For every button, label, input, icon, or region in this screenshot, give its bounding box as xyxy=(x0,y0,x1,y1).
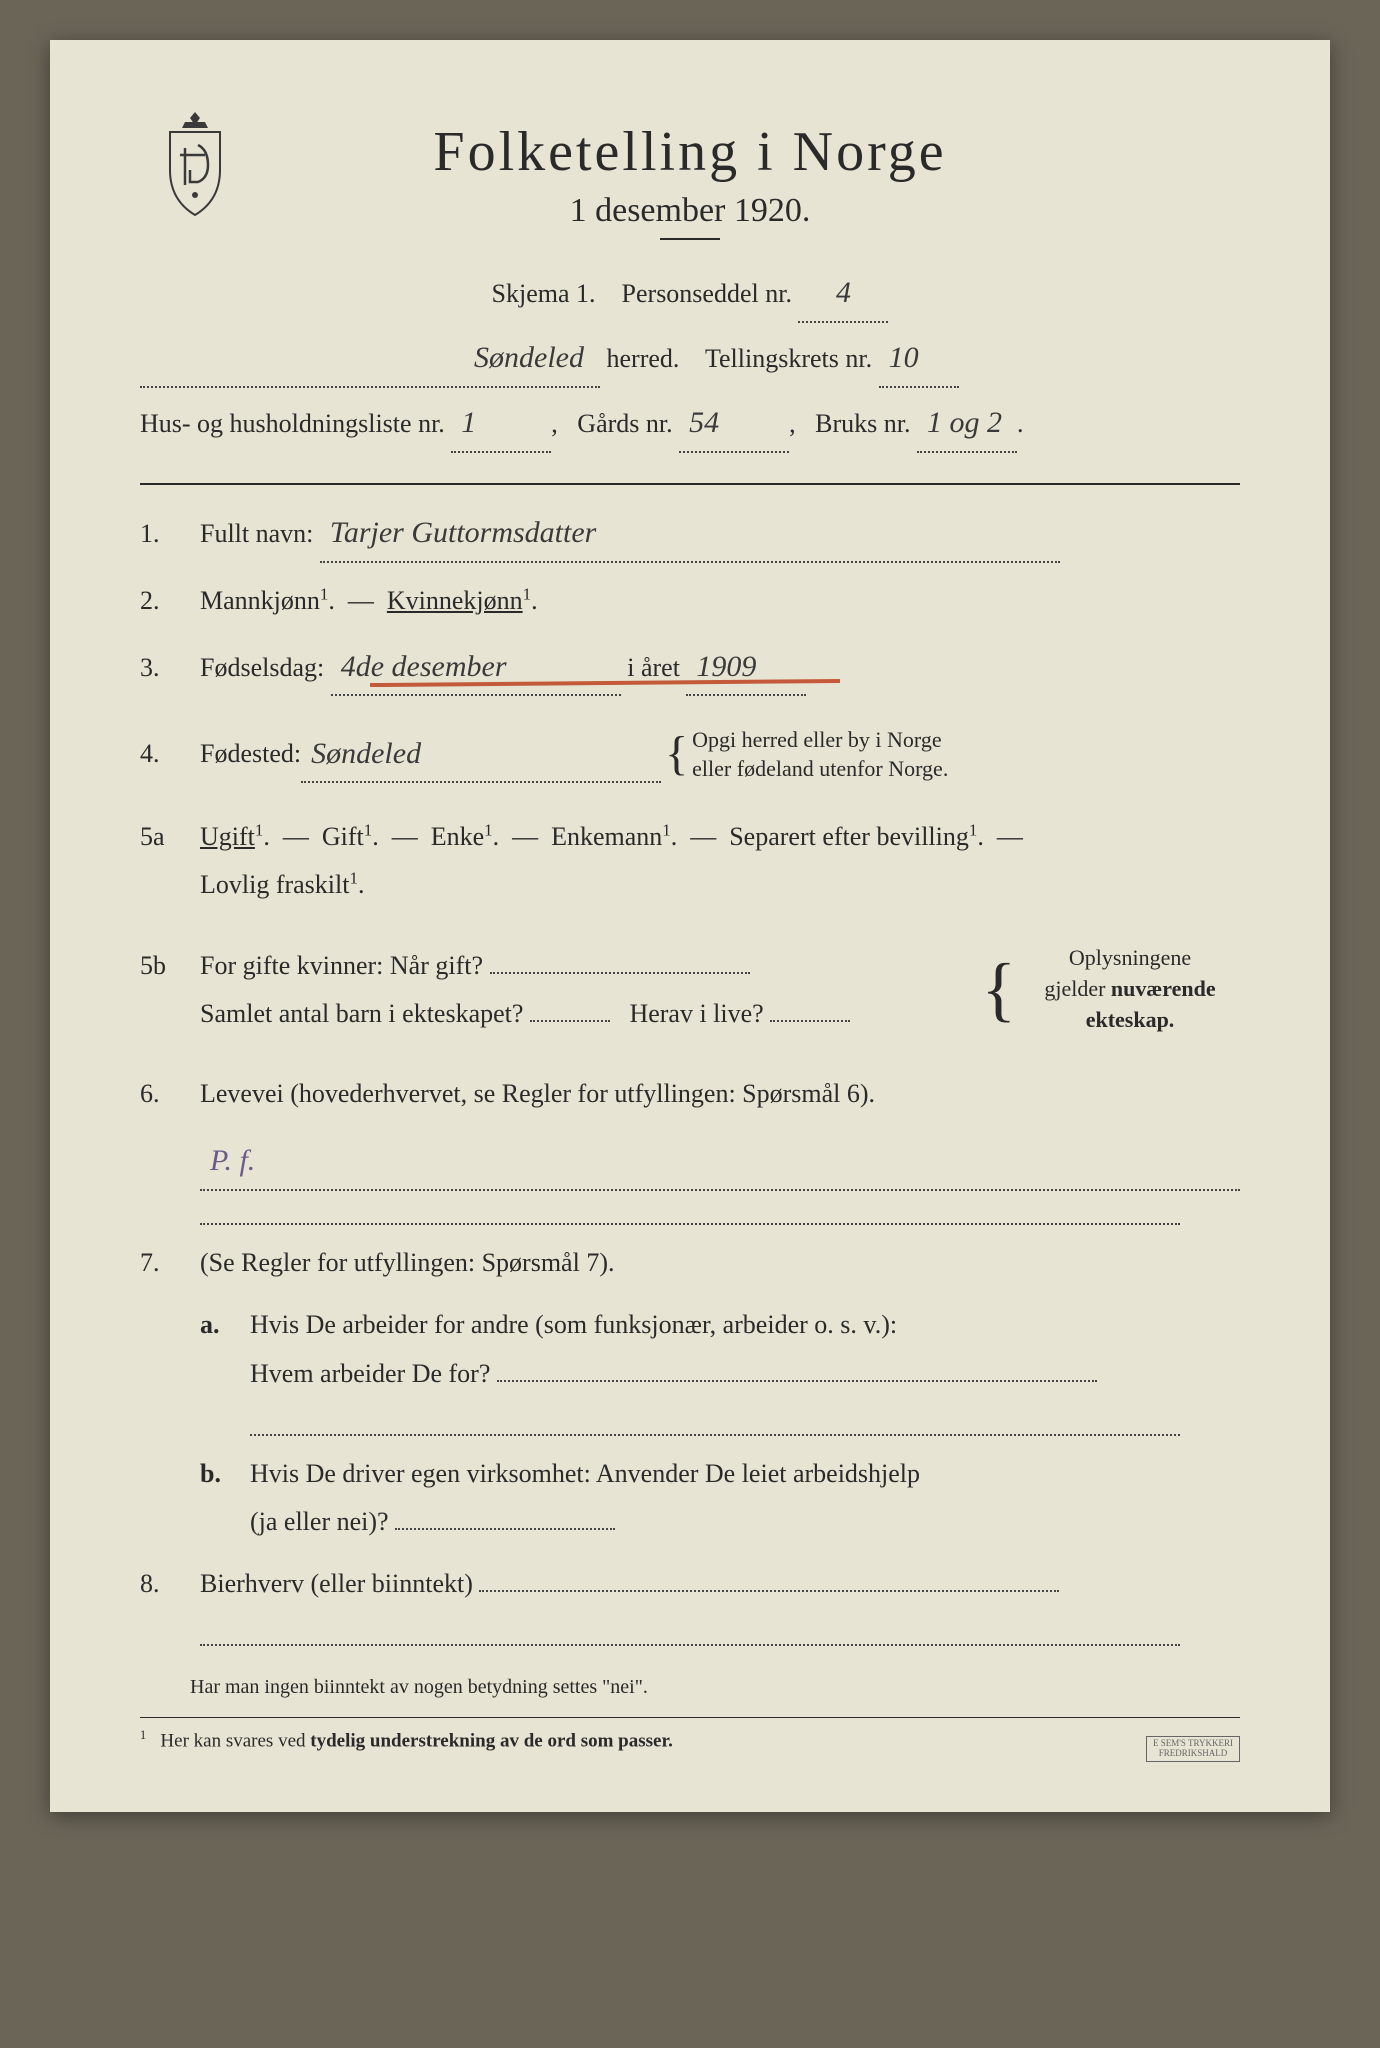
footnote-2-bold: tydelig understrekning av de ord som pas… xyxy=(310,1730,673,1751)
question-6: 6. Levevei (hovederhvervet, se Regler fo… xyxy=(140,1070,1240,1118)
q5b-note1: Oplysningene xyxy=(1069,945,1191,970)
skjema-line: Skjema 1. Personseddel nr. 4 xyxy=(140,264,1240,323)
q6-num: 6. xyxy=(140,1070,200,1118)
q1-value: Tarjer Guttormsdatter xyxy=(324,516,602,549)
q5b-note2b: nuværende xyxy=(1111,976,1216,1001)
tellingskrets-value: 10 xyxy=(883,341,925,374)
header-divider xyxy=(140,483,1240,485)
form-title: Folketelling i Norge xyxy=(140,120,1240,184)
question-1: 1. Fullt navn: Tarjer Guttormsdatter xyxy=(140,505,1240,563)
q7-num: 7. xyxy=(140,1239,200,1287)
q6-blank-line xyxy=(200,1201,1180,1225)
husliste-value: 1 xyxy=(455,406,482,439)
q5a-gift: Gift xyxy=(322,822,364,851)
q7b-letter: b. xyxy=(200,1450,250,1546)
footnote-divider xyxy=(140,1717,1240,1718)
q8-blank-line xyxy=(200,1622,1180,1646)
gards-label: Gårds nr. xyxy=(577,409,672,438)
q5b-note: Oplysningene gjelder nuværende ekteskap. xyxy=(1020,943,1240,1035)
q3-label: Fødselsdag: xyxy=(200,653,324,682)
q7a-blank-line xyxy=(250,1412,1180,1436)
printer-stamp: E SEM'S TRYKKERI FREDRIKSHALD xyxy=(1146,1736,1240,1762)
q2-kvinne: Kvinnekjønn xyxy=(387,586,523,615)
brace-icon: { xyxy=(665,710,688,799)
question-5a: 5a Ugift1. — Gift1. — Enke1. — Enkemann1… xyxy=(140,813,1240,909)
q5b-num: 5b xyxy=(140,942,200,990)
q5a-separert: Separert efter bevilling xyxy=(729,822,969,851)
footnote-1: Har man ingen biinntekt av nogen betydni… xyxy=(190,1676,1240,1699)
q7a-letter: a. xyxy=(200,1301,250,1397)
q5b-note2: gjelder xyxy=(1044,976,1105,1001)
question-7a: a. Hvis De arbeider for andre (som funks… xyxy=(200,1301,1240,1397)
stamp-line1: E SEM'S TRYKKERI xyxy=(1153,1738,1233,1748)
q2-mann: Mannkjønn xyxy=(200,586,320,615)
personseddel-value: 4 xyxy=(830,276,857,309)
tellingskrets-label: Tellingskrets nr. xyxy=(705,344,872,373)
q6-answer-line: P. f. xyxy=(200,1132,1240,1191)
q4-num: 4. xyxy=(140,730,200,778)
husliste-label: Hus- og husholdningsliste nr. xyxy=(140,409,445,438)
q5b-line2b: Herav i live? xyxy=(629,999,763,1028)
q8-label: Bierhverv (eller biinntekt) xyxy=(200,1569,473,1598)
question-2: 2. Mannkjønn1. — Kvinnekjønn1. xyxy=(140,577,1240,625)
question-3: 3. Fødselsdag: 4de desember i året 1909 xyxy=(140,639,1240,697)
herred-line: Søndeled herred. Tellingskrets nr. 10 xyxy=(140,329,1240,388)
q3-day: 4de desember xyxy=(335,650,513,683)
question-7b: b. Hvis De driver egen virksomhet: Anven… xyxy=(200,1450,1240,1546)
q6-label: Levevei (hovederhvervet, se Regler for u… xyxy=(200,1079,875,1108)
question-7: 7. (Se Regler for utfyllingen: Spørsmål … xyxy=(140,1239,1240,1287)
stamp-line2: FREDRIKSHALD xyxy=(1159,1748,1228,1758)
q5a-fraskilt: Lovlig fraskilt xyxy=(200,870,349,899)
q7b-label2: (ja eller nei)? xyxy=(250,1507,389,1536)
title-divider xyxy=(660,238,720,240)
q3-num: 3. xyxy=(140,644,200,692)
q4-note-line2: eller fødeland utenfor Norge. xyxy=(692,756,948,781)
footnote-2-num: 1 xyxy=(140,1728,146,1742)
personseddel-label: Personseddel nr. xyxy=(622,279,792,308)
bruks-value: 1 og 2 xyxy=(921,406,1008,439)
q5a-enkemann: Enkemann xyxy=(551,822,662,851)
q5a-enke: Enke xyxy=(431,822,484,851)
q7-label: (Se Regler for utfyllingen: Spørsmål 7). xyxy=(200,1248,614,1277)
q4-label: Fødested: xyxy=(200,730,301,778)
question-4: 4. Fødested: Søndeled { Opgi herred elle… xyxy=(140,710,1240,799)
skjema-label: Skjema 1. xyxy=(492,279,596,308)
q2-num: 2. xyxy=(140,577,200,625)
q5a-num: 5a xyxy=(140,813,200,861)
q7b-label: Hvis De driver egen virksomhet: Anvender… xyxy=(250,1459,920,1488)
q4-value: Søndeled xyxy=(305,737,427,770)
q1-label: Fullt navn: xyxy=(200,519,313,548)
brace-icon-2: { xyxy=(981,923,1016,1056)
footnote-2-text: Her kan svares ved xyxy=(160,1730,305,1751)
q5b-line2: Samlet antal barn i ekteskapet? xyxy=(200,999,523,1028)
q6-value: P. f. xyxy=(204,1144,261,1177)
husliste-line: Hus- og husholdningsliste nr. 1, Gårds n… xyxy=(140,394,1240,453)
q8-num: 8. xyxy=(140,1560,200,1608)
q4-note: Opgi herred eller by i Norge eller fødel… xyxy=(692,725,948,784)
form-header: Folketelling i Norge 1 desember 1920. Sk… xyxy=(140,120,1240,453)
footnote-2: 1 Her kan svares ved tydelig understrekn… xyxy=(140,1728,1240,1752)
question-8: 8. Bierhverv (eller biinntekt) xyxy=(140,1560,1240,1608)
q7a-label: Hvis De arbeider for andre (som funksjon… xyxy=(250,1310,897,1339)
census-form-page: Folketelling i Norge 1 desember 1920. Sk… xyxy=(50,40,1330,1812)
q3-year: 1909 xyxy=(690,650,762,683)
coat-of-arms-icon xyxy=(150,110,240,220)
herred-value: Søndeled xyxy=(468,341,590,374)
q5b-note3: ekteskap. xyxy=(1086,1007,1175,1032)
gards-value: 54 xyxy=(683,406,725,439)
q1-num: 1. xyxy=(140,510,200,558)
form-subtitle: 1 desember 1920. xyxy=(140,192,1240,230)
q7a-label2: Hvem arbeider De for? xyxy=(250,1359,490,1388)
q5a-ugift: Ugift xyxy=(200,822,255,851)
bruks-label: Bruks nr. xyxy=(815,409,910,438)
question-5b: 5b For gifte kvinner: Når gift? Samlet a… xyxy=(140,923,1240,1056)
herred-label: herred. xyxy=(607,344,680,373)
q5b-line1: For gifte kvinner: Når gift? xyxy=(200,951,483,980)
q3-year-label: i året xyxy=(627,653,680,682)
q4-note-line1: Opgi herred eller by i Norge xyxy=(692,727,941,752)
